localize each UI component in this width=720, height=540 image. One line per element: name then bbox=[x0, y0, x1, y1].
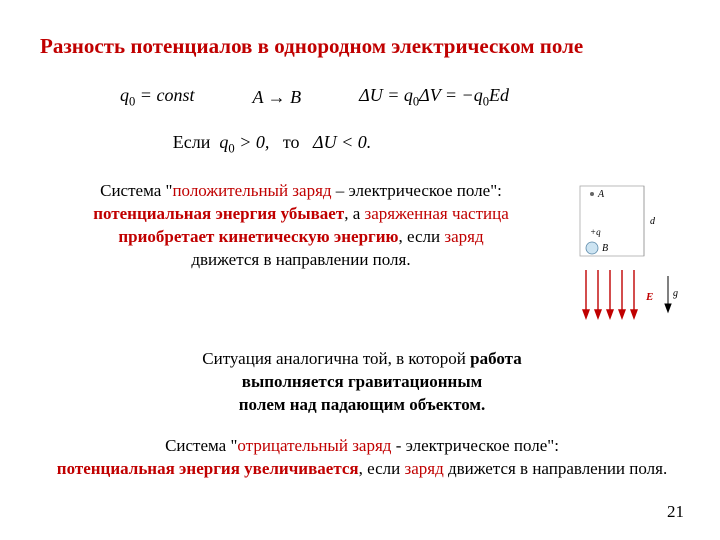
svg-text:g: g bbox=[673, 288, 678, 299]
p1-t10: движется в направлении поля. bbox=[191, 250, 410, 269]
paragraph-3: Система "отрицательный заряд - электриче… bbox=[40, 435, 684, 481]
p1-t2: положительный заряд bbox=[172, 181, 331, 200]
p1-t4: потенциальная энергия убывает bbox=[93, 204, 344, 223]
p3-t2: отрицательный заряд bbox=[237, 436, 391, 455]
p3-t5: , если bbox=[359, 459, 405, 478]
p2-t1: Ситуация аналогична той, в которой bbox=[202, 349, 470, 368]
svg-text:B: B bbox=[602, 243, 608, 254]
p3-t3: - электрическое поле": bbox=[391, 436, 558, 455]
p1-t1: Система " bbox=[100, 181, 172, 200]
p1-t9: заряд bbox=[444, 227, 483, 246]
p1-t5: , а bbox=[344, 204, 364, 223]
formula-delta-u: ΔU = q0ΔV = −q0Ed bbox=[359, 85, 509, 110]
paragraph-1: Система "положительный заряд – электриче… bbox=[40, 180, 562, 272]
p3-t4: потенциальная энергия увеличивается bbox=[57, 459, 359, 478]
page-title: Разность потенциалов в однородном электр… bbox=[40, 34, 684, 59]
cond-if: Если bbox=[173, 132, 211, 152]
p2-t2: выполняется гравитационным bbox=[242, 372, 482, 391]
condition-row: Если q0 > 0, то ΔU < 0. bbox=[40, 132, 684, 157]
p3-t6: заряд bbox=[404, 459, 443, 478]
svg-text:+q: +q bbox=[590, 227, 601, 237]
formula-row: q0 = const A → B ΔU = q0ΔV = −q0Ed bbox=[40, 85, 684, 110]
formula-a-to-b: A → B bbox=[252, 87, 301, 108]
svg-text:d: d bbox=[650, 216, 656, 227]
p1-t7: приобретает кинетическую энергию bbox=[118, 227, 398, 246]
p2-t3: полем над падающим объектом. bbox=[239, 395, 485, 414]
svg-text:A: A bbox=[597, 189, 605, 200]
p1-t8: , если bbox=[399, 227, 445, 246]
cond-q: q0 > 0, bbox=[219, 132, 269, 152]
paragraph-2: Ситуация аналогична той, в которой работ… bbox=[40, 348, 684, 417]
cond-then: то bbox=[283, 132, 300, 152]
field-diagram: A B d +q E g bbox=[576, 180, 684, 330]
p2-t1b: работа bbox=[470, 349, 522, 368]
svg-text:E: E bbox=[645, 291, 653, 303]
p1-t3: – электрическое поле": bbox=[332, 181, 502, 200]
page-number: 21 bbox=[667, 502, 684, 522]
formula-q-const: q0 = const bbox=[120, 85, 194, 110]
p3-t1: Система " bbox=[165, 436, 237, 455]
p3-t7: движется в направлении поля. bbox=[444, 459, 667, 478]
cond-du: ΔU < 0. bbox=[313, 132, 371, 152]
p1-t6: заряженная частица bbox=[365, 204, 509, 223]
